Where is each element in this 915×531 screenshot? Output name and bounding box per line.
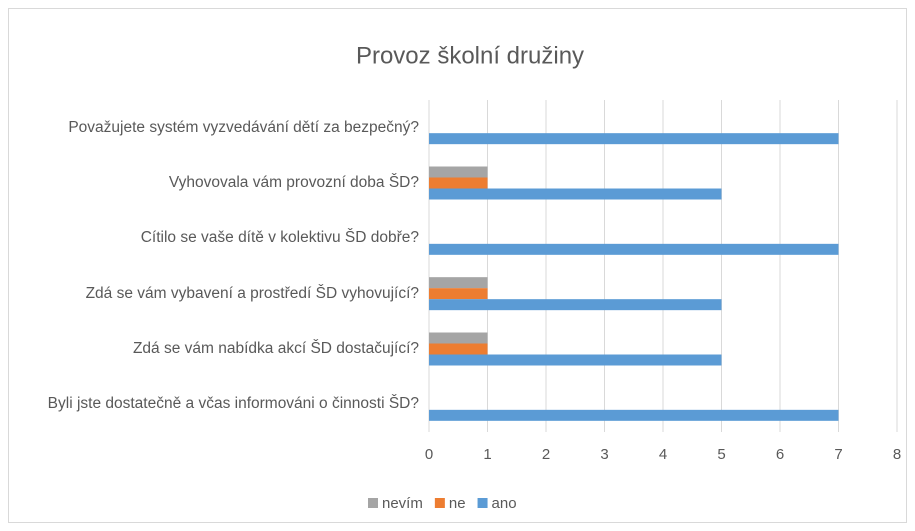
chart-border	[8, 8, 907, 523]
x-tick-label: 4	[659, 446, 667, 463]
x-tick-label: 3	[600, 446, 608, 463]
x-tick-label: 5	[717, 446, 725, 463]
bar	[429, 288, 488, 300]
bar	[429, 277, 488, 289]
bar	[429, 243, 839, 255]
x-tick-label: 6	[776, 446, 784, 463]
category-label: Považujete systém vyzvedávání dětí za be…	[68, 118, 419, 136]
legend-label: ano	[492, 495, 517, 512]
bar	[429, 343, 488, 355]
x-tick-label: 1	[483, 446, 491, 463]
legend-swatch	[477, 498, 488, 508]
x-tick-label: 0	[425, 446, 433, 463]
x-tick-label: 2	[542, 446, 550, 463]
bar	[429, 166, 488, 178]
legend-label: ne	[449, 495, 466, 512]
bar	[429, 409, 839, 421]
chart-title: Provoz školní družiny	[356, 42, 584, 69]
bar	[429, 354, 722, 366]
legend-label: nevím	[382, 495, 423, 512]
legend-swatch	[434, 498, 445, 508]
bar	[429, 332, 488, 344]
bar	[429, 188, 722, 200]
category-label: Byli jste dostatečně a včas informováni …	[47, 395, 419, 413]
legend-swatch	[368, 498, 378, 508]
bar	[429, 133, 839, 145]
bar	[429, 299, 722, 311]
category-label: Cítilo se vaše dítě v kolektivu ŠD dobře…	[140, 229, 419, 247]
x-tick-label: 7	[834, 446, 842, 463]
bar	[429, 177, 488, 189]
category-label: Vyhovovala vám provozní doba ŠD?	[168, 174, 419, 191]
category-label: Zdá se vám nabídka akcí ŠD dostačující?	[132, 340, 419, 357]
category-label: Zdá se vám vybavení a prostředí ŠD vyhov…	[85, 284, 419, 302]
x-tick-label: 8	[893, 446, 901, 463]
